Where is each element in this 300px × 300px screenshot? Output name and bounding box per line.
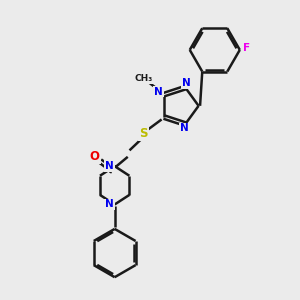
- Text: F: F: [243, 44, 250, 53]
- Text: CH₃: CH₃: [134, 74, 152, 83]
- Text: N: N: [179, 124, 188, 134]
- Text: N: N: [154, 87, 163, 97]
- Text: S: S: [139, 127, 148, 140]
- Text: N: N: [105, 200, 114, 209]
- Text: N: N: [105, 161, 114, 171]
- Text: N: N: [182, 78, 190, 88]
- Text: O: O: [90, 150, 100, 163]
